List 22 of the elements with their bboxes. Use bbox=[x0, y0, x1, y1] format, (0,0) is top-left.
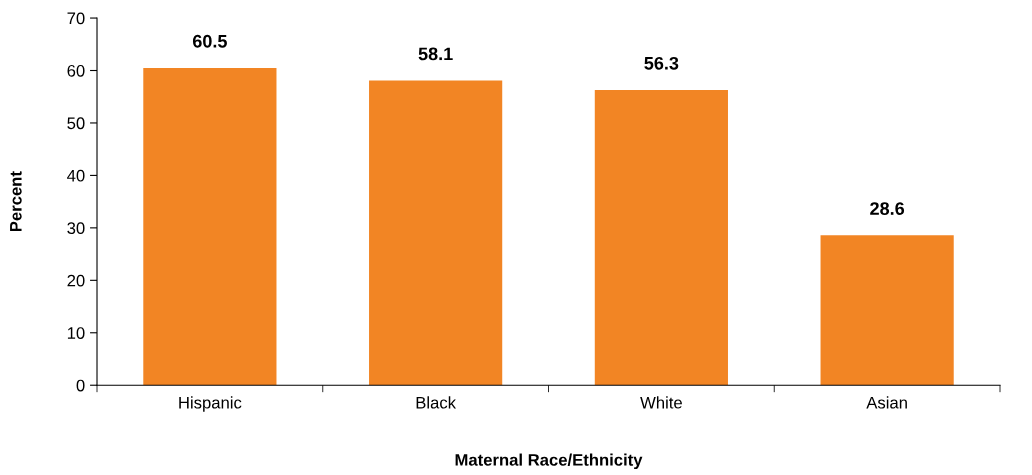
x-axis-title: Maternal Race/Ethnicity bbox=[455, 453, 643, 470]
bar bbox=[143, 67, 277, 386]
y-tick-label: 10 bbox=[67, 327, 85, 339]
data-label: 56.3 bbox=[644, 56, 679, 70]
y-tick-label: 60 bbox=[67, 64, 85, 77]
y-tick-label: 30 bbox=[67, 222, 85, 235]
y-tick-label: 0 bbox=[76, 379, 85, 392]
y-tick-label: 50 bbox=[67, 117, 85, 130]
x-tick-label: Black bbox=[416, 396, 457, 409]
bar bbox=[369, 80, 503, 386]
x-tick-label: Hispanic bbox=[179, 396, 242, 412]
data-label: 58.1 bbox=[418, 47, 453, 61]
y-tick-label: 20 bbox=[67, 274, 85, 287]
y-tick-label: 40 bbox=[67, 169, 85, 182]
data-label: 28.6 bbox=[870, 202, 905, 215]
y-axis-title: Percent bbox=[10, 171, 22, 232]
bar bbox=[594, 89, 728, 386]
x-tick-label: Asian bbox=[866, 396, 907, 409]
data-label: 60.5 bbox=[192, 34, 227, 48]
x-tick-label: White bbox=[640, 396, 682, 409]
bar bbox=[820, 235, 954, 386]
y-tick-label: 70 bbox=[67, 12, 85, 25]
